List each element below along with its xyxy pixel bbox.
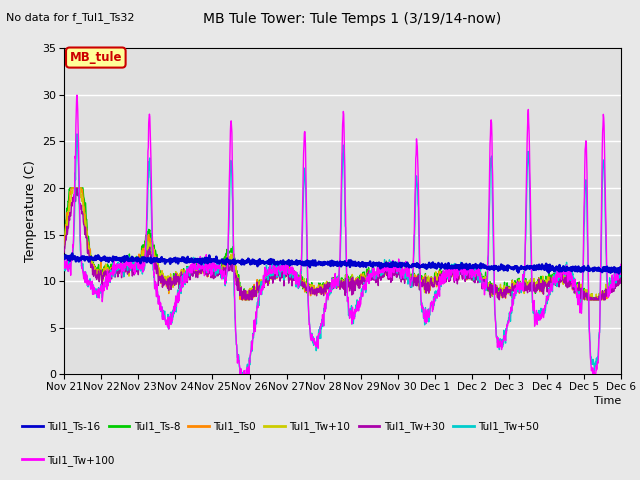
Y-axis label: Temperature (C): Temperature (C) <box>24 160 36 262</box>
Text: No data for f_Tul1_Ts32: No data for f_Tul1_Ts32 <box>6 12 135 23</box>
Legend: Tul1_Tw+100: Tul1_Tw+100 <box>18 451 118 470</box>
Text: Time: Time <box>593 396 621 406</box>
Text: MB_tule: MB_tule <box>70 51 122 64</box>
Text: MB Tule Tower: Tule Temps 1 (3/19/14-now): MB Tule Tower: Tule Temps 1 (3/19/14-now… <box>203 12 501 26</box>
Legend: Tul1_Ts-16, Tul1_Ts-8, Tul1_Ts0, Tul1_Tw+10, Tul1_Tw+30, Tul1_Tw+50: Tul1_Ts-16, Tul1_Ts-8, Tul1_Ts0, Tul1_Tw… <box>18 417 543 436</box>
